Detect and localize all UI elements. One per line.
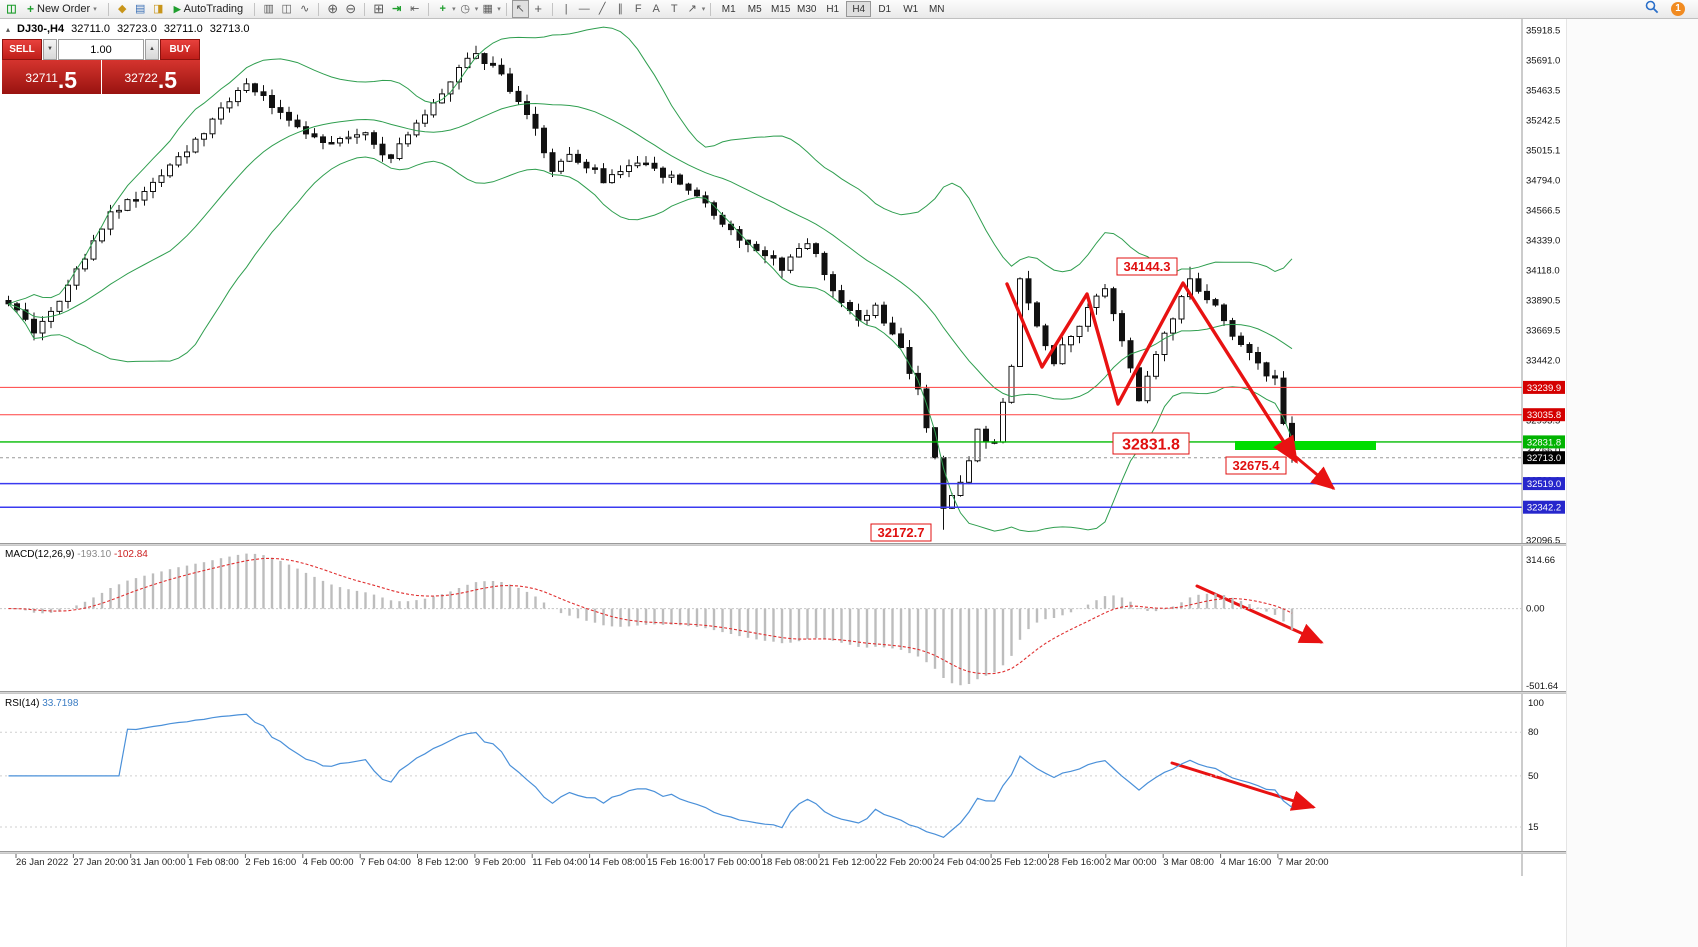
text-icon[interactable]: A <box>652 3 660 15</box>
high-value: 32723.0 <box>117 23 157 35</box>
new-order-plus-icon: + <box>27 2 35 16</box>
one-click-trading-panel: SELL ▼ ▲ BUY 32711.5 32722.5 <box>2 39 200 94</box>
macd-indicator-label: MACD(12,26,9) -193.10 -102.84 <box>5 549 148 560</box>
fibonacci-icon[interactable]: F <box>634 3 642 15</box>
main-toolbar: ◫ + New Order ▾ ◆ ▤ ◨ ▶ AutoTrading ▥ ◫ … <box>0 0 1698 19</box>
vertical-line-icon[interactable]: | <box>564 3 568 15</box>
timeframe-h1-button[interactable]: H1 <box>820 1 845 17</box>
rsi-name: RSI(14) <box>5 698 40 709</box>
new-order-label: New Order <box>37 3 91 15</box>
symbol-label: DJ30-,H4 <box>17 23 65 35</box>
sell-button[interactable]: SELL <box>2 39 42 60</box>
timeframe-m30-button[interactable]: M30 <box>794 1 819 17</box>
macd-signal-line <box>8 557 1293 675</box>
bar-chart-icon[interactable]: ▥ <box>263 3 274 15</box>
open-value: 32711.0 <box>71 23 111 35</box>
volume-input[interactable] <box>58 39 144 60</box>
trendline-icon[interactable]: ╱ <box>598 3 606 15</box>
buy-price-frac: .5 <box>157 67 178 93</box>
chart-ohlc-header: ▴ DJ30-,H4 32711.0 32723.0 32711.0 32713… <box>6 23 250 35</box>
buy-price[interactable]: 32722.5 <box>101 60 200 94</box>
volume-down-button[interactable]: ▼ <box>43 39 57 60</box>
new-order-button[interactable]: + New Order ▾ <box>21 1 103 18</box>
timeframe-m1-button[interactable]: M1 <box>716 1 741 17</box>
toolbar-separator <box>551 2 553 16</box>
toolbar-separator <box>364 2 366 16</box>
scripts-icon[interactable]: ▤ <box>135 3 146 15</box>
workspace-empty-area <box>1566 19 1698 947</box>
timeframe-w1-button[interactable]: W1 <box>898 1 923 17</box>
text-label-icon[interactable]: T <box>670 3 678 15</box>
autotrading-button[interactable]: ▶ AutoTrading <box>168 1 249 18</box>
trend-arrow[interactable] <box>1195 584 1324 644</box>
volume-up-button[interactable]: ▲ <box>145 39 159 60</box>
chevron-down-icon: ▾ <box>93 6 97 13</box>
rsi-line <box>8 713 1293 838</box>
trend-arrow[interactable] <box>1170 761 1316 811</box>
toolbar-separator <box>710 2 712 16</box>
toolbar-separator <box>428 2 430 16</box>
metaeditor-icon[interactable]: ◨ <box>153 3 164 15</box>
sell-price-main: 32711 <box>25 71 58 85</box>
macd-value-2: -102.84 <box>113 549 148 560</box>
toolbar-right-group: 1 <box>1645 0 1695 19</box>
arrows-tool-icon[interactable]: ↗ <box>687 3 697 15</box>
tile-windows-icon[interactable]: ⊞ <box>373 1 385 16</box>
zoom-out-icon[interactable]: ⊖ <box>345 1 357 16</box>
rsi-value: 33.7198 <box>42 698 79 709</box>
buy-button[interactable]: BUY <box>160 39 200 60</box>
sell-price-frac: .5 <box>57 67 78 93</box>
macd-panel-separator[interactable] <box>0 543 1566 546</box>
chart-plot-area[interactable] <box>0 19 1522 543</box>
timeframe-toolbar: M1 M5 M15 M30 H1 H4 D1 W1 MN <box>716 1 949 17</box>
periods-dropdown-icon[interactable]: ▾ <box>474 6 479 13</box>
macd-histogram <box>15 553 1294 686</box>
timeframe-h4-button[interactable]: H4 <box>846 1 872 17</box>
app-icon: ◫ <box>6 3 17 15</box>
price-axis[interactable] <box>1523 19 1566 851</box>
templates-dropdown-icon[interactable]: ▾ <box>497 6 501 13</box>
indicators-icon[interactable]: + <box>439 3 446 15</box>
timeframe-mn-button[interactable]: MN <box>924 1 949 17</box>
toolbar-separator <box>107 2 109 16</box>
autotrading-label: AutoTrading <box>183 3 244 15</box>
periods-icon[interactable]: ◷ <box>460 3 470 15</box>
crosshair-icon[interactable]: + <box>534 1 543 16</box>
line-chart-icon[interactable]: ∿ <box>300 3 310 15</box>
macd-value-1: -193.10 <box>77 549 112 560</box>
auto-scroll-icon[interactable]: ⇥ <box>392 3 402 15</box>
candlestick-chart-icon[interactable]: ◫ <box>281 3 292 15</box>
macd-name: MACD(12,26,9) <box>5 549 75 560</box>
one-click-collapse-icon[interactable]: ▴ <box>6 24 11 34</box>
zoom-in-icon[interactable]: ⊕ <box>327 1 339 16</box>
indicators-dropdown-icon[interactable]: ▾ <box>452 6 456 13</box>
time-axis[interactable] <box>0 854 1566 876</box>
buy-price-main: 32722 <box>124 71 158 85</box>
toolbar-separator <box>318 2 320 16</box>
rsi-panel-separator[interactable] <box>0 691 1566 694</box>
time-axis-separator <box>0 851 1566 854</box>
timeframe-d1-button[interactable]: D1 <box>872 1 897 17</box>
chart-shift-icon[interactable]: ⇤ <box>410 3 420 15</box>
templates-icon[interactable]: ▦ <box>482 3 493 15</box>
timeframe-m15-button[interactable]: M15 <box>768 1 793 17</box>
toolbar-separator <box>254 2 256 16</box>
search-icon[interactable] <box>1645 0 1659 19</box>
autotrading-play-icon: ▶ <box>173 3 181 14</box>
expert-advisors-icon[interactable]: ◆ <box>117 3 127 15</box>
equidistant-channel-icon[interactable]: ∥ <box>617 3 623 15</box>
sell-price[interactable]: 32711.5 <box>2 60 101 94</box>
close-value: 32713.0 <box>209 23 250 35</box>
timeframe-m5-button[interactable]: M5 <box>742 1 767 17</box>
horizontal-line-icon[interactable]: ― <box>578 3 590 15</box>
cursor-icon[interactable]: ↖ <box>511 0 529 18</box>
notification-badge[interactable]: 1 <box>1671 2 1685 16</box>
rsi-indicator-label: RSI(14) 33.7198 <box>5 698 78 709</box>
arrows-dropdown-icon[interactable]: ▾ <box>701 6 706 13</box>
low-value: 32711.0 <box>163 23 203 35</box>
toolbar-separator <box>505 2 507 16</box>
